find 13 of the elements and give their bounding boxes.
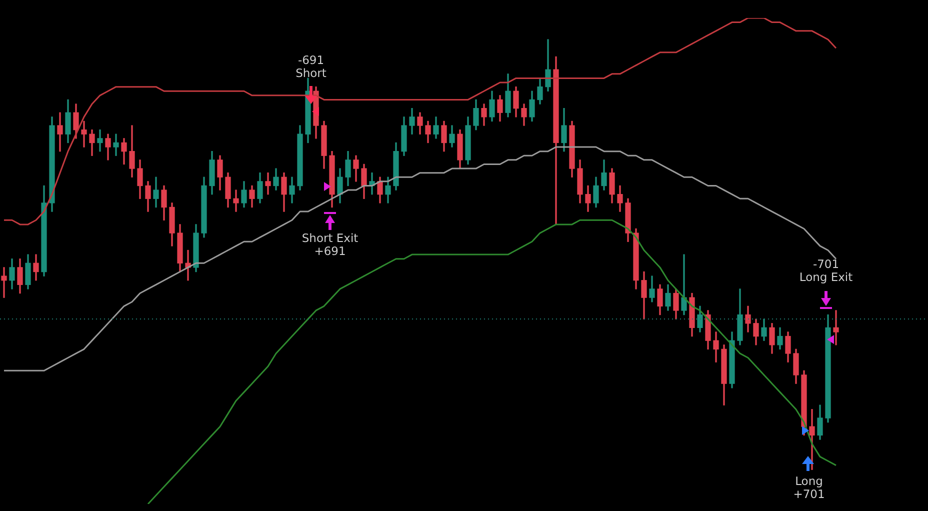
annotation: -701 Long Exit xyxy=(799,257,854,284)
candlestick xyxy=(233,190,239,212)
annotation: Short Exit +691 xyxy=(302,231,359,258)
candlestick xyxy=(113,134,119,156)
candlestick xyxy=(81,120,87,148)
text: Long +701 xyxy=(793,474,825,501)
candlestick xyxy=(57,112,63,152)
candlestick xyxy=(97,129,103,152)
annotation: -691 Short xyxy=(296,53,327,80)
candlestick xyxy=(1,267,7,298)
candlestick xyxy=(681,254,687,316)
candlestick xyxy=(265,172,271,195)
candlestick xyxy=(833,310,839,346)
